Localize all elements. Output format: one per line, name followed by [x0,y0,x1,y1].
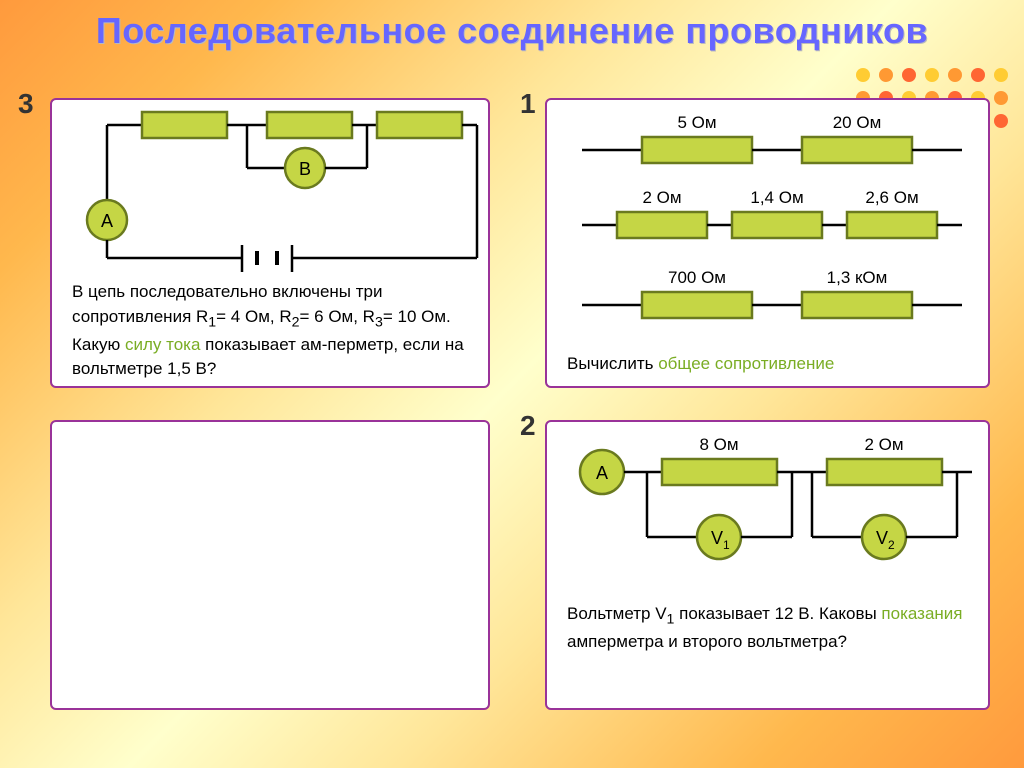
svg-text:8 Ом: 8 Ом [699,435,738,454]
svg-text:В: В [299,159,311,179]
panel-2-text: Вольтметр V1 показывает 12 В. Каковы пок… [547,602,988,669]
panel-1: 5 Ом 20 Ом 2 Ом 1,4 Ом 2,6 Ом 700 Ом 1,3… [545,98,990,388]
panel-2: А V1 V2 8 Ом 2 Ом Вольтметр V1 показывае… [545,420,990,710]
panel-1-number: 1 [520,88,536,120]
panel-3: А В В цепь последовательно включены три … [50,98,490,388]
svg-text:А: А [596,463,608,483]
svg-text:20 Ом: 20 Ом [833,113,882,132]
svg-text:2 Ом: 2 Ом [864,435,903,454]
svg-text:700 Ом: 700 Ом [668,268,726,287]
panel-2-circuit: А V1 V2 8 Ом 2 Ом [547,422,988,602]
panel-3-text: В цепь последовательно включены три сопр… [52,280,488,396]
svg-text:1,4 Ом: 1,4 Ом [750,188,803,207]
svg-text:1,3 кОм: 1,3 кОм [827,268,888,287]
panel-3-circuit: А В [52,100,488,280]
panel-3-number: 3 [18,88,34,120]
svg-text:2,6 Ом: 2,6 Ом [865,188,918,207]
panel-empty [50,420,490,710]
panel-2-number: 2 [520,410,536,442]
panel-1-caption: Вычислить общее сопротивление [547,352,988,387]
panel-1-circuits: 5 Ом 20 Ом 2 Ом 1,4 Ом 2,6 Ом 700 Ом 1,3… [547,100,988,352]
slide-title: Последовательное соединение проводников [0,0,1024,52]
svg-text:2 Ом: 2 Ом [642,188,681,207]
svg-text:5 Ом: 5 Ом [677,113,716,132]
svg-text:А: А [101,211,113,231]
